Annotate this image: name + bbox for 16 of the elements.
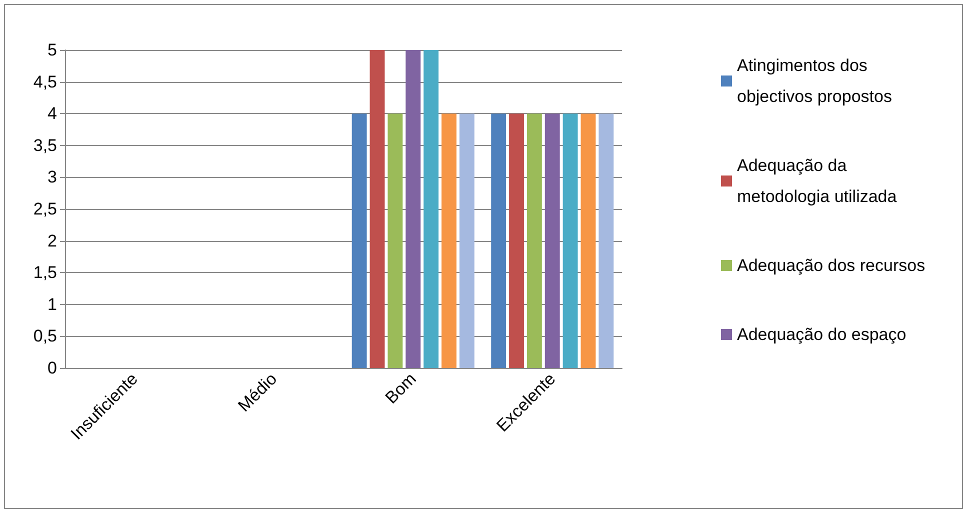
x-tick-label: Bom	[382, 369, 420, 408]
y-tick-label: 2	[48, 231, 57, 250]
y-tick-label: 0	[48, 358, 57, 378]
legend-label: Adequação dos recursos	[737, 256, 926, 275]
legend-label: Atingimentos dos objectivos propostos	[737, 56, 892, 106]
y-tick-label: 3	[48, 168, 57, 187]
y-tick-label: 1	[48, 294, 57, 314]
y-tick-label: 5	[48, 40, 57, 60]
legend-label: Adequação do espaço	[737, 325, 906, 344]
y-tick-label: 4	[48, 104, 57, 124]
y-tick-label: 3,5	[33, 136, 57, 155]
y-tick-label: 2,5	[33, 200, 57, 218]
y-tick-label: 0,5	[33, 326, 57, 346]
legend-label: Adequação da metodologia utilizada	[737, 156, 898, 206]
y-tick-label: 1,5	[33, 263, 57, 282]
y-tick-label: 4,5	[33, 72, 57, 92]
